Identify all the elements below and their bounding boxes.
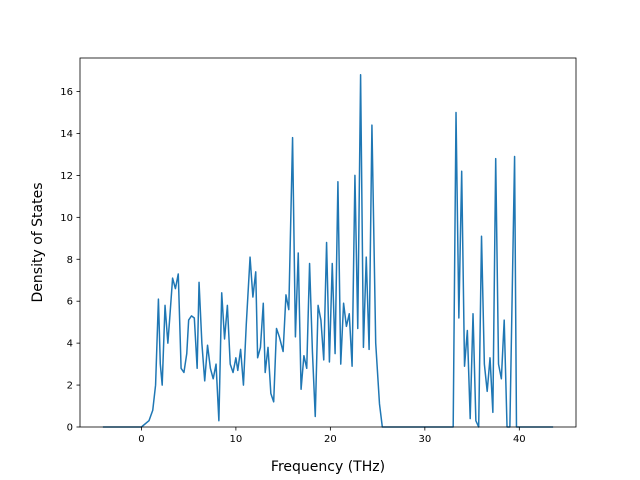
y-axis-label: Density of States	[30, 183, 46, 303]
dos-series-line	[102, 74, 554, 428]
y-tick-label: 10	[60, 213, 73, 224]
y-tick-label: 16	[60, 87, 73, 98]
x-axis-ticks: 0 10 20 30 40	[138, 427, 526, 445]
y-tick-label: 14	[60, 129, 73, 140]
y-tick-label: 8	[67, 255, 73, 266]
x-tick-label: 40	[513, 434, 526, 445]
y-axis-ticks: 0 2 4 6 8 10 12 14 16	[60, 87, 80, 434]
axes-frame	[79, 57, 577, 428]
y-tick-label: 4	[67, 339, 73, 350]
x-tick-label: 0	[138, 434, 144, 445]
y-tick-label: 6	[67, 297, 73, 308]
x-tick-label: 20	[324, 434, 337, 445]
x-axis-label: Frequency (THz)	[271, 459, 385, 475]
y-tick-label: 12	[60, 171, 73, 182]
x-tick-label: 30	[418, 434, 431, 445]
plot-area	[102, 74, 554, 428]
y-tick-label: 0	[67, 423, 73, 434]
y-tick-label: 2	[67, 381, 73, 392]
x-tick-label: 10	[230, 434, 243, 445]
